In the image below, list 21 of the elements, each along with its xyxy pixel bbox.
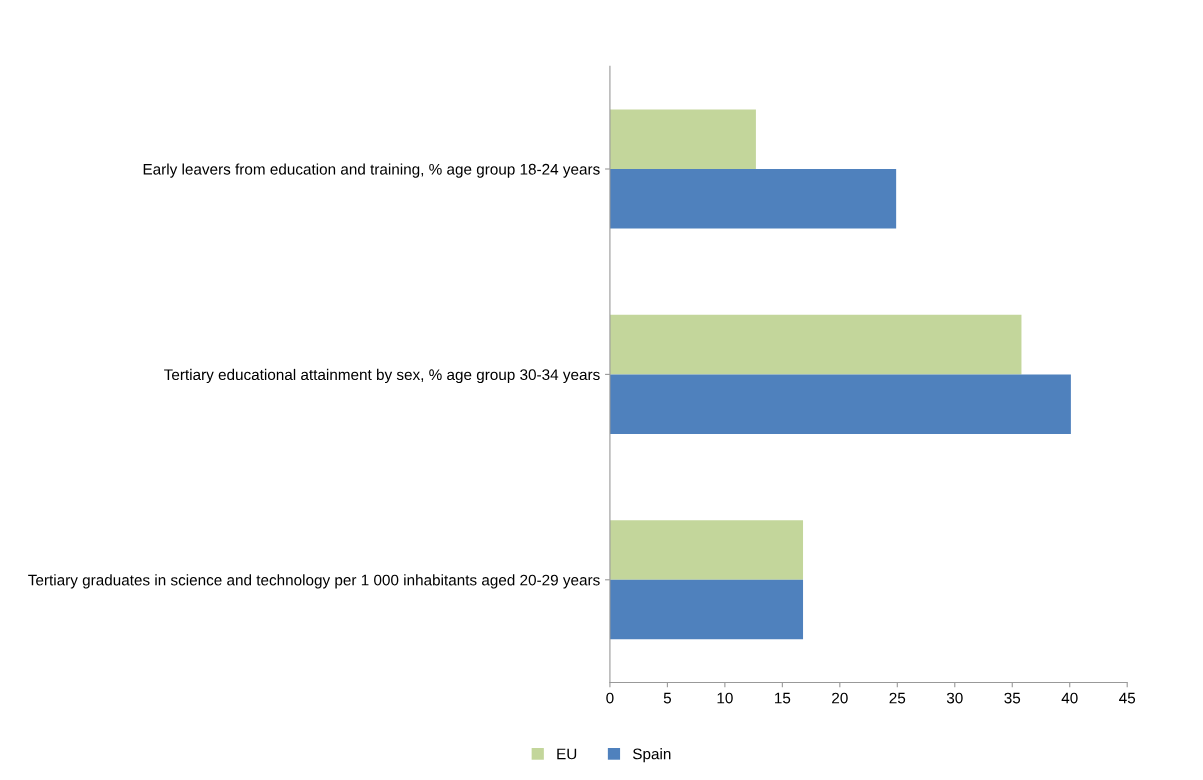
x-tick-label: 10 <box>717 692 733 704</box>
x-tick-label: 20 <box>832 692 848 704</box>
legend-label: Spain <box>632 748 671 763</box>
bar <box>609 109 756 169</box>
bar <box>609 314 1022 375</box>
x-tick-label: 5 <box>663 692 672 704</box>
x-tick-label: 15 <box>775 692 791 704</box>
y-tick-label: Early leavers from education and training, % age group 18-24 years <box>143 163 600 178</box>
bar <box>609 579 804 640</box>
legend-label: EU <box>557 748 577 760</box>
x-tick-label: 25 <box>889 692 906 704</box>
bar <box>609 169 897 229</box>
x-tick-label: 0 <box>606 692 614 704</box>
x-tick-label: 35 <box>1004 692 1021 704</box>
x-tick-label: 40 <box>1061 692 1078 704</box>
bar <box>609 374 1071 434</box>
bar <box>609 520 804 580</box>
x-tick-label: 30 <box>946 692 963 704</box>
y-tick-label: Tertiary educational attainment by sex, % age group 30-34 years <box>164 368 600 384</box>
y-tick-label: Tertiary graduates in science and technology per 1 000 inhabitants aged 20-29 years <box>28 574 600 589</box>
x-tick-label: 45 <box>1119 692 1136 704</box>
